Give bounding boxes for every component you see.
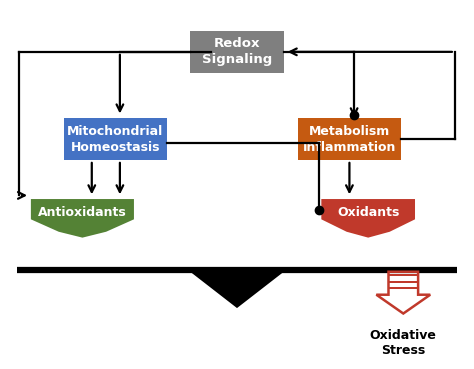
FancyBboxPatch shape: [190, 31, 284, 73]
Text: Mitochondrial
Homeostasis: Mitochondrial Homeostasis: [67, 125, 164, 154]
Text: Oxidative
Stress: Oxidative Stress: [370, 329, 437, 356]
Text: Oxidants: Oxidants: [337, 206, 400, 218]
Text: Metabolism
Inflammation: Metabolism Inflammation: [303, 125, 396, 154]
Polygon shape: [188, 270, 286, 308]
Polygon shape: [321, 199, 415, 238]
FancyBboxPatch shape: [298, 118, 401, 160]
Text: Redox
Balance: Redox Balance: [204, 312, 270, 344]
Text: Redox
Signaling: Redox Signaling: [202, 37, 272, 66]
Text: Antioxidants: Antioxidants: [38, 206, 127, 218]
FancyBboxPatch shape: [64, 118, 167, 160]
Polygon shape: [31, 199, 134, 238]
